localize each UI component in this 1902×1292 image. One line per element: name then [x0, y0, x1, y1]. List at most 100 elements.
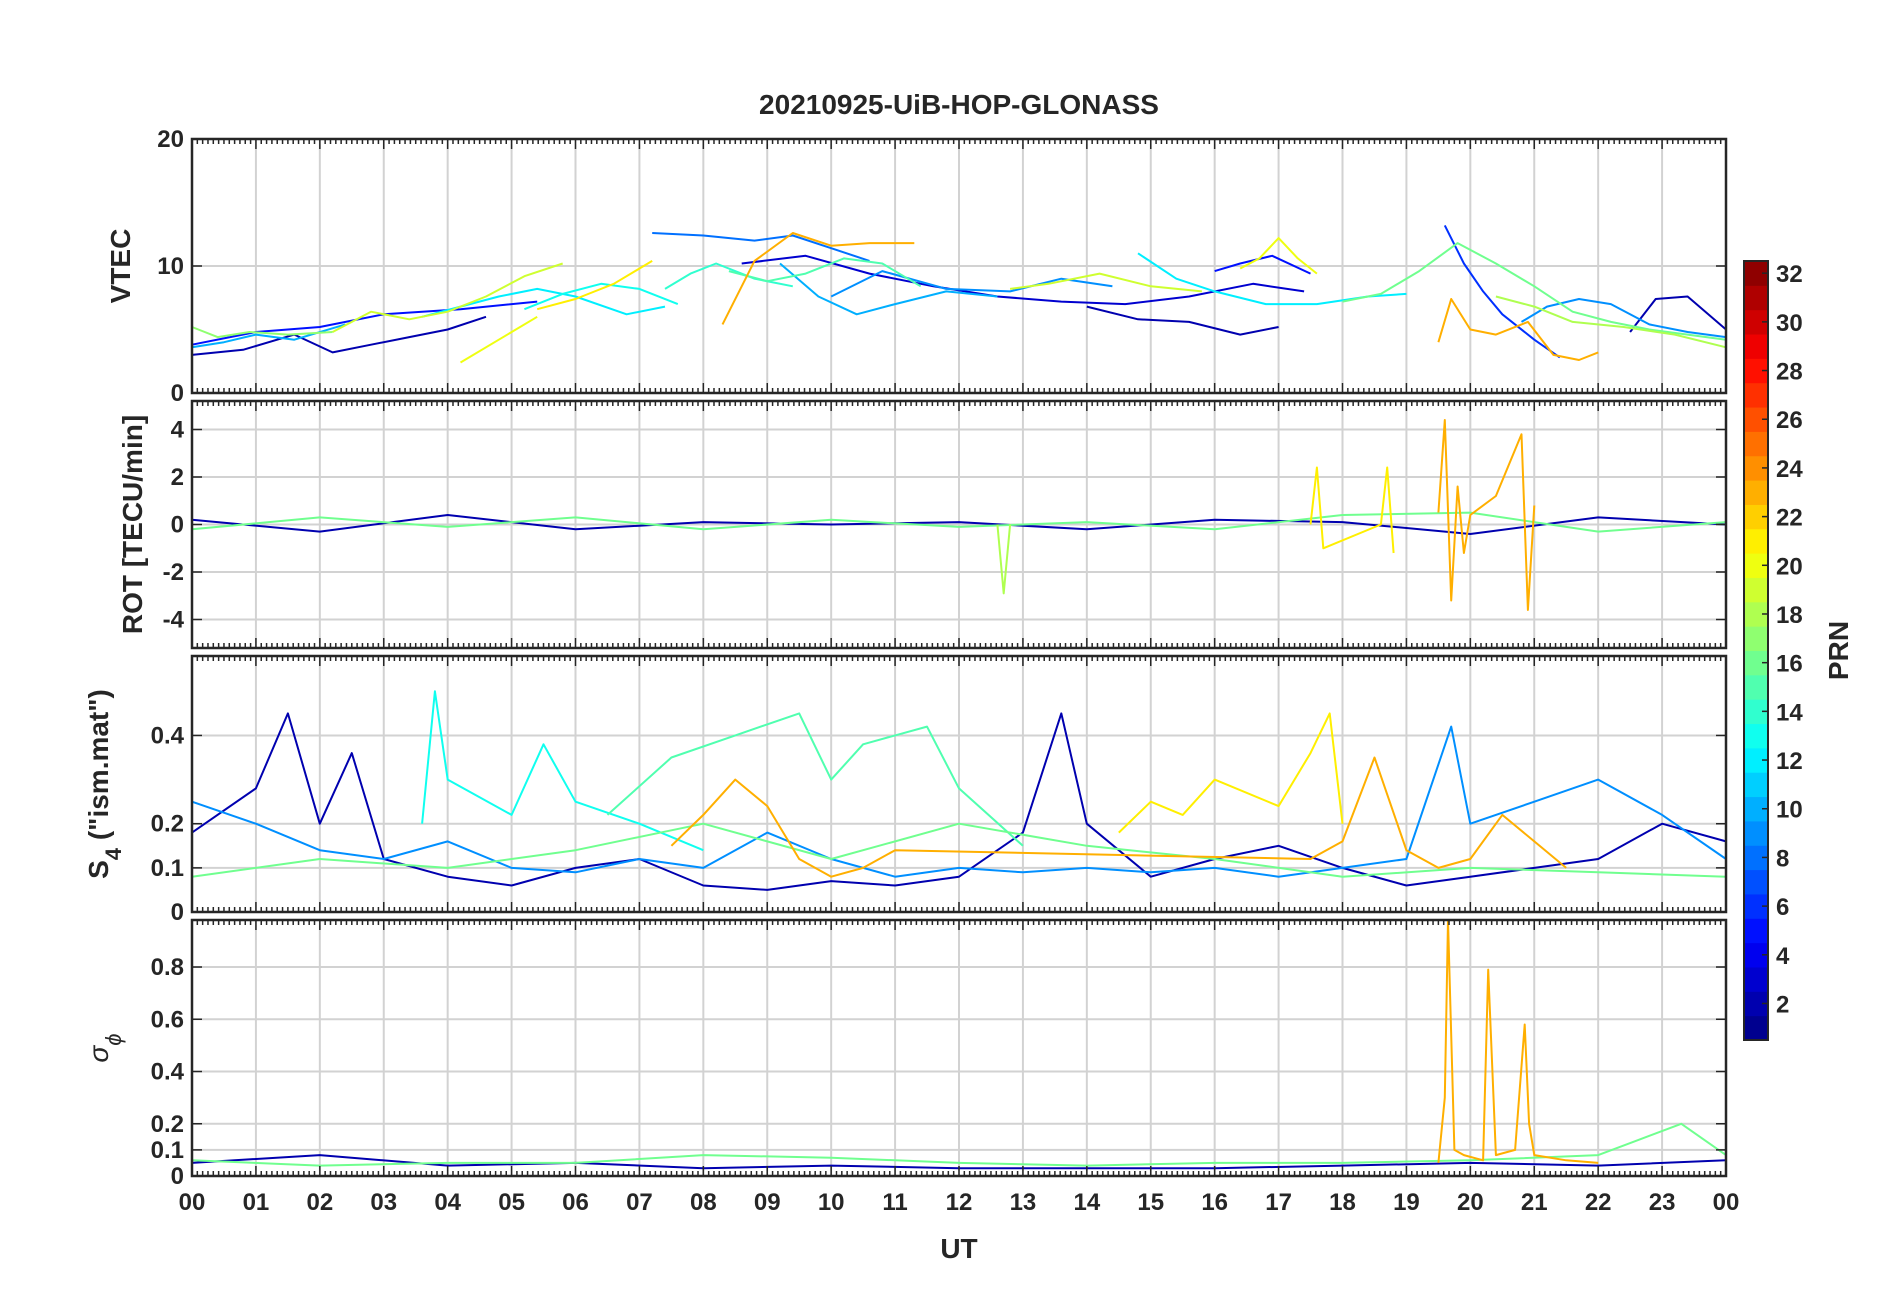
- chart-title: 20210925-UiB-HOP-GLONASS: [759, 89, 1159, 120]
- series-line-prn-21: [1118, 712, 1344, 834]
- series-line-prn-9: [191, 725, 1727, 878]
- series-line-prn-2: [1629, 295, 1727, 333]
- y-tick-label: 4: [171, 417, 185, 444]
- series-line-prn-2: [191, 712, 1727, 891]
- x-tick-label: 13: [1010, 1189, 1037, 1216]
- colorbar-segment: [1744, 480, 1768, 505]
- colorbar-tick-label: 20: [1776, 553, 1803, 580]
- series-line-prn-15: [606, 712, 1024, 847]
- series-line-prn-21: [536, 260, 653, 311]
- y-tick-label: 20: [157, 126, 184, 153]
- colorbar-segment: [1744, 577, 1768, 603]
- y-tick-label: 0.1: [151, 855, 184, 882]
- y-tick-label: 0: [171, 1163, 184, 1190]
- y-tick-label: 0: [171, 899, 184, 926]
- x-tick-label: 20: [1457, 1189, 1484, 1216]
- colorbar-tick-label: 30: [1776, 310, 1803, 337]
- colorbar-tick-label: 6: [1776, 894, 1789, 921]
- y-tick-label: 0.2: [151, 811, 184, 838]
- x-tick-label: 17: [1265, 1189, 1292, 1216]
- series-line-prn-23: [721, 232, 915, 325]
- series-line-prn-13: [421, 690, 704, 852]
- colorbar-tick-label: 18: [1776, 602, 1803, 629]
- series-line-prn-20: [1239, 237, 1318, 275]
- series-line-prn-10: [191, 323, 346, 349]
- colorbar-tick-label: 2: [1776, 991, 1789, 1018]
- colorbar-tick-label: 12: [1776, 748, 1803, 775]
- series-line-prn-16: [191, 822, 1727, 878]
- colorbar-segment: [1744, 674, 1768, 700]
- series-line-prn-5: [191, 300, 538, 346]
- series-line-prn-23: [1437, 298, 1599, 361]
- x-tick-label: 02: [306, 1189, 333, 1216]
- colorbar-tick-label: 10: [1776, 797, 1803, 824]
- colorbar-label: PRN: [1823, 621, 1854, 680]
- y-tick-label: 0.4: [151, 1059, 185, 1086]
- x-tick-label: 11: [882, 1189, 907, 1216]
- y-tick-label: -2: [163, 559, 184, 586]
- series-line-prn-19: [332, 262, 564, 333]
- y-axis-label: VTEC: [105, 229, 136, 304]
- colorbar-tick-label: 26: [1776, 407, 1803, 434]
- y-tick-label: 0.2: [151, 1111, 184, 1138]
- y-tick-label: 0: [171, 380, 184, 407]
- series-line-prn-21: [1309, 466, 1395, 554]
- series-line-prn-2: [1086, 305, 1279, 336]
- series-line-prn-9: [1520, 298, 1727, 339]
- series-line-prn-18: [996, 524, 1012, 595]
- series-line-prn-16: [191, 511, 1727, 533]
- x-tick-label: 03: [370, 1189, 397, 1216]
- colorbar-segment: [1744, 431, 1768, 457]
- x-tick-label: 05: [498, 1189, 525, 1216]
- colorbar-segment: [1744, 528, 1768, 554]
- x-tick-label: 19: [1393, 1189, 1420, 1216]
- x-tick-label: 08: [690, 1189, 717, 1216]
- y-axis-label: ROT [TECU/min]: [117, 415, 148, 634]
- series-line-prn-8: [652, 232, 870, 262]
- x-tick-label: 06: [562, 1189, 589, 1216]
- y-tick-label: 0.8: [151, 954, 184, 981]
- series-line-prn-19: [1009, 272, 1202, 293]
- x-tick-label: 01: [243, 1189, 270, 1216]
- series-line-prn-3: [741, 254, 1305, 306]
- y-axis-label: S4 ("ism.mat"): [83, 689, 126, 879]
- y-tick-label: 0: [171, 512, 184, 539]
- x-tick-label: 12: [946, 1189, 973, 1216]
- series-line-prn-13: [524, 282, 679, 311]
- colorbar-segment: [1744, 966, 1768, 992]
- series-line-prn-2: [191, 514, 1727, 535]
- colorbar-frame: [1743, 260, 1769, 1041]
- series-line-prn-10: [779, 262, 998, 316]
- colorbar-segment: [1744, 820, 1768, 846]
- colorbar-tick-label: 28: [1776, 359, 1803, 386]
- x-axis-label: UT: [940, 1233, 977, 1264]
- x-tick-label: 16: [1201, 1189, 1228, 1216]
- series-line-prn-2: [191, 315, 487, 356]
- colorbar-tick-label: 4: [1776, 943, 1790, 970]
- series-line-prn-16: [191, 1122, 1727, 1167]
- colorbar-tick-label: 24: [1776, 456, 1803, 483]
- x-tick-label: 23: [1649, 1189, 1676, 1216]
- x-tick-label: 00: [179, 1189, 206, 1216]
- colorbar-segment: [1744, 1015, 1768, 1041]
- x-tick-label: 00: [1713, 1189, 1740, 1216]
- y-tick-label: 10: [157, 253, 184, 280]
- x-tick-label: 22: [1585, 1189, 1612, 1216]
- y-tick-label: -4: [163, 607, 185, 634]
- colorbar-segment: [1744, 626, 1768, 651]
- x-tick-label: 07: [626, 1189, 653, 1216]
- series-line-prn-18: [1495, 295, 1727, 349]
- series-line-prn-15: [728, 257, 922, 288]
- x-tick-label: 15: [1137, 1189, 1164, 1216]
- series-line-prn-6: [1443, 224, 1561, 359]
- colorbar-segment: [1744, 723, 1768, 749]
- x-tick-label: 18: [1329, 1189, 1356, 1216]
- colorbar-tick-label: 32: [1776, 261, 1803, 288]
- y-tick-label: 0.6: [151, 1006, 184, 1033]
- series-line-prn-17: [191, 326, 333, 339]
- colorbar-segment: [1744, 382, 1768, 408]
- series-line-prn-16: [1342, 242, 1727, 341]
- y-tick-label: 2: [171, 464, 184, 491]
